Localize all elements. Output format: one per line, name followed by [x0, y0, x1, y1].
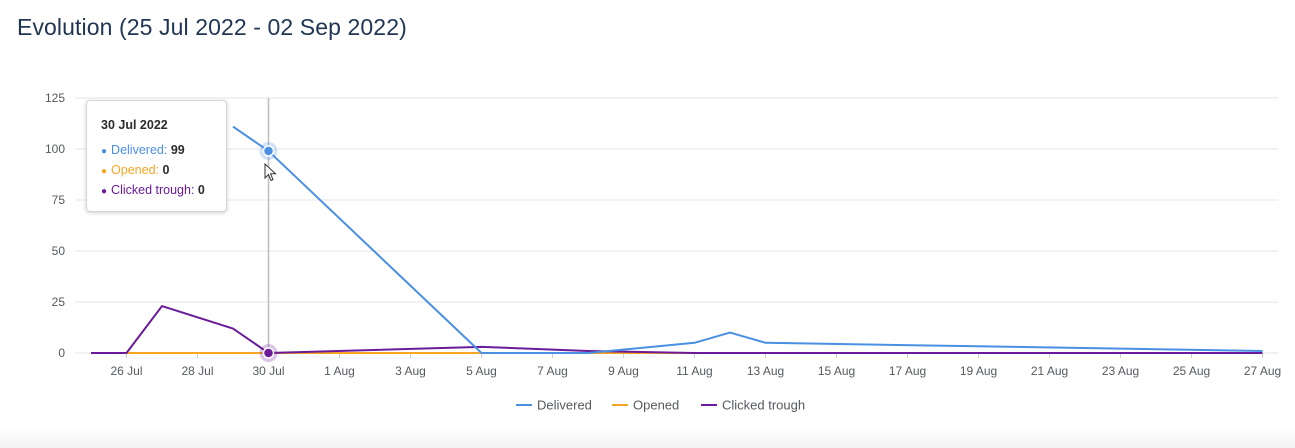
- tooltip-value: 99: [170, 143, 185, 157]
- legend-item-clicked-trough[interactable]: Clicked trough: [701, 398, 805, 413]
- page-title: Evolution (25 Jul 2022 - 02 Sep 2022): [17, 14, 407, 40]
- legend-label: Clicked trough: [722, 398, 805, 413]
- y-axis-ticks: 125 100 75 50 25 0: [45, 91, 65, 360]
- tooltip-label: Opened: [111, 163, 156, 177]
- legend: Delivered Opened Clicked trough: [516, 398, 805, 413]
- x-tick-label: 9 Aug: [608, 364, 639, 378]
- grid-lines: [75, 97, 1278, 354]
- x-tick-label: 7 Aug: [537, 364, 568, 378]
- tooltip-row-clicked: ● Clicked trough: 0: [101, 183, 205, 197]
- y-tick-label: 75: [52, 193, 66, 207]
- x-tick-label: 19 Aug: [960, 364, 997, 378]
- x-tick-label: 3 Aug: [395, 364, 426, 378]
- legend-label: Delivered: [537, 398, 592, 413]
- x-tick-label: 21 Aug: [1031, 364, 1068, 378]
- x-tick-label: 23 Aug: [1102, 364, 1139, 378]
- y-tick-label: 100: [45, 142, 65, 156]
- footer-fade: [0, 428, 1295, 448]
- x-tick-label: 27 Aug: [1244, 364, 1281, 378]
- bullet-icon: ●: [101, 166, 108, 177]
- x-tick-label: 17 Aug: [889, 364, 926, 378]
- x-tick-label: 13 Aug: [747, 364, 784, 378]
- bullet-icon: ●: [101, 186, 108, 197]
- series-lines: [91, 125, 1263, 354]
- tooltip-value: 0: [162, 163, 170, 177]
- x-tick-label: 5 Aug: [466, 364, 497, 378]
- chart-tooltip: 30 Jul 2022 ● Delivered: 99 ● Opened: 0 ● C…: [86, 100, 227, 212]
- tooltip-label: Clicked trough: [111, 183, 191, 197]
- x-tick-label: 30 Jul: [252, 364, 284, 378]
- legend-item-opened[interactable]: Opened: [612, 398, 679, 413]
- x-tick-label: 15 Aug: [818, 364, 855, 378]
- mouse-cursor-icon: [264, 163, 277, 182]
- tooltip-row-opened: ● Opened: 0: [101, 163, 170, 177]
- x-tick-label: 25 Aug: [1173, 364, 1210, 378]
- y-tick-label: 25: [52, 295, 66, 309]
- clicked-marker: [262, 347, 275, 359]
- delivered-marker: [262, 145, 275, 157]
- x-axis-ticks: 26 Jul 28 Jul 30 Jul 1 Aug 3 Aug 5 Aug 7 Aug 9 …: [110, 353, 1281, 378]
- x-tick-label: 28 Jul: [181, 364, 213, 378]
- tooltip-row-delivered: ● Delivered: 99: [101, 143, 185, 157]
- hover-markers: [259, 142, 278, 362]
- y-tick-label: 50: [52, 244, 66, 258]
- x-tick-label: 11 Aug: [676, 364, 712, 378]
- tooltip-date: 30 Jul 2022: [101, 118, 168, 132]
- tooltip-value: 0: [197, 183, 205, 197]
- y-tick-label: 125: [45, 91, 65, 105]
- x-tick-label: 1 Aug: [324, 364, 355, 378]
- tooltip-label: Delivered: [111, 143, 164, 157]
- legend-label: Opened: [633, 398, 679, 413]
- legend-item-delivered[interactable]: Delivered: [516, 398, 592, 413]
- bullet-icon: ●: [101, 146, 108, 157]
- series-line-delivered: [232, 125, 1263, 354]
- y-tick-label: 0: [58, 346, 65, 360]
- x-tick-label: 26 Jul: [110, 364, 142, 378]
